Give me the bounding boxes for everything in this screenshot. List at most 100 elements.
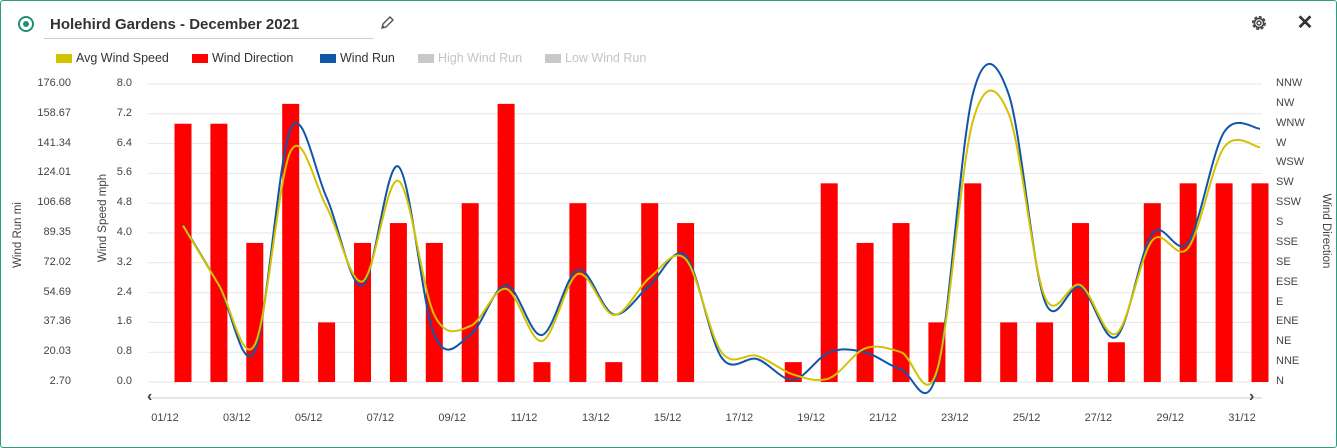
wind-speed-tick-label: 8.0: [116, 77, 132, 89]
wind-direction-bar: [461, 203, 479, 382]
wind-direction-bar: [569, 203, 587, 382]
wind-direction-bar: [318, 322, 336, 382]
wind-direction-bar: [892, 223, 910, 382]
wind-direction-bar: [928, 322, 946, 382]
legend-label: Avg Wind Speed: [76, 51, 169, 65]
wind-run-tick-label: 20.03: [43, 345, 71, 358]
wind-direction-bar: [964, 183, 982, 382]
legend-label: Low Wind Run: [565, 51, 647, 65]
wind-direction-tick-label: SSE: [1276, 235, 1299, 248]
wind-run-tick-label: 141.34: [37, 136, 71, 149]
legend-label: High Wind Run: [438, 51, 523, 65]
wind-speed-tick-label: 2.4: [116, 285, 132, 298]
wind-direction-tick-label: SE: [1276, 255, 1291, 268]
x-tick-label: 01/12: [151, 412, 179, 424]
close-icon[interactable]: ✕: [1296, 12, 1314, 34]
x-tick-label: 23/12: [941, 412, 969, 424]
legend-swatch: [56, 54, 72, 63]
wind-direction-bar: [677, 223, 695, 382]
legend-swatch: [418, 54, 434, 63]
wind-direction-bar: [1036, 322, 1054, 382]
widget-title: Holehird Gardens - December 2021: [50, 16, 300, 33]
x-tick-label: 19/12: [797, 412, 825, 424]
wind-run-tick-label: 158.67: [37, 106, 71, 119]
x-tick-label: 15/12: [653, 412, 682, 424]
scroll-left-arrow-icon[interactable]: ‹: [147, 388, 153, 405]
wind-run-tick-label: 124.01: [37, 166, 71, 179]
wind-direction-tick-label: E: [1276, 295, 1284, 308]
wind-run-tick-label: 54.69: [43, 285, 71, 298]
wind-direction-tick-label: SSW: [1276, 196, 1302, 209]
x-tick-label: 21/12: [869, 412, 897, 424]
legend-swatch: [192, 54, 208, 63]
wind-direction-bar: [1072, 223, 1089, 382]
wind-direction-tick-label: NW: [1276, 96, 1295, 109]
wind-direction-bar: [856, 242, 874, 382]
widget-header: Holehird Gardens - December 2021 ✕: [0, 0, 1337, 48]
wind-direction-tick-label: S: [1276, 216, 1284, 229]
wind-run-tick-label: 89.35: [43, 226, 71, 238]
wind-direction-bar: [1215, 183, 1233, 382]
wind-run-tick-label: 2.70: [49, 375, 71, 387]
wind-direction-bar: [605, 362, 623, 382]
wind-speed-tick-label: 4.0: [116, 226, 132, 238]
wind-direction-bar: [784, 362, 802, 382]
x-tick-label: 13/12: [582, 412, 610, 424]
wind-direction-bar: [533, 362, 551, 382]
wind-direction-tick-label: WSW: [1276, 156, 1305, 169]
wind-speed-tick-label: 4.8: [116, 196, 132, 209]
wind-direction-tick-label: W: [1276, 136, 1287, 149]
wind-direction-bar: [282, 103, 300, 382]
x-tick-label: 07/12: [366, 412, 395, 424]
wind-direction-bar: [174, 123, 192, 382]
wind-direction-tick-label: NE: [1276, 335, 1292, 348]
wind-speed-tick-label: 0.0: [116, 375, 132, 387]
wind-direction-bar: [641, 203, 659, 382]
wind-speed-tick-label: 5.6: [116, 166, 132, 179]
legend-label: Wind Direction: [212, 51, 294, 65]
radio-selected-icon[interactable]: [18, 16, 34, 32]
wind-direction-bar: [497, 103, 515, 382]
wind-run-tick-label: 37.36: [43, 315, 71, 328]
wind-speed-tick-label: 6.4: [116, 136, 132, 149]
x-tick-label: 05/12: [294, 412, 323, 424]
gear-icon[interactable]: [1249, 13, 1269, 33]
legend-swatch: [545, 54, 561, 63]
x-tick-label: 17/12: [725, 412, 754, 424]
wind-direction-bar: [389, 223, 407, 382]
wind-run-line: [182, 62, 1261, 394]
x-tick-label: 03/12: [223, 412, 251, 424]
wind-direction-bar: [354, 242, 371, 382]
wind-direction-tick-label: NNE: [1276, 355, 1300, 368]
x-tick-label: 27/12: [1084, 412, 1113, 424]
wind-direction-tick-label: NNW: [1276, 77, 1303, 89]
legend-swatch: [320, 54, 336, 63]
x-tick-label: 11/12: [510, 412, 538, 424]
avg-wind-speed-line: [182, 89, 1261, 386]
wind-direction-bar: [1251, 183, 1269, 382]
x-tick-label: 29/12: [1156, 412, 1184, 424]
wind-direction-bar: [820, 183, 838, 382]
wind-direction-tick-label: ESE: [1276, 275, 1299, 288]
wind-direction-bar: [210, 123, 228, 382]
x-tick-label: 31/12: [1228, 412, 1256, 424]
scroll-right-arrow-icon[interactable]: ›: [1249, 388, 1255, 405]
pencil-edit-icon[interactable]: [378, 14, 396, 32]
wind-direction-tick-label: N: [1276, 375, 1284, 387]
wind-direction-bar: [1179, 183, 1197, 382]
wind-direction-tick-label: SW: [1276, 176, 1294, 189]
wind-direction-bar: [246, 242, 264, 382]
wind-direction-bar: [425, 242, 443, 382]
wind-speed-tick-label: 7.2: [116, 106, 132, 119]
wind-speed-tick-label: 3.2: [116, 255, 132, 268]
wind-direction-tick-label: WNW: [1276, 116, 1305, 129]
wind-speed-tick-label: 1.6: [116, 315, 132, 328]
wind-run-tick-label: 106.68: [37, 196, 71, 209]
wind-run-tick-label: 72.02: [43, 255, 71, 268]
wind-direction-bar: [1000, 322, 1018, 382]
wind-direction-tick-label: ENE: [1276, 315, 1299, 328]
x-tick-label: 09/12: [438, 412, 466, 424]
x-tick-label: 25/12: [1012, 412, 1041, 424]
title-field[interactable]: Holehird Gardens - December 2021: [44, 12, 374, 39]
